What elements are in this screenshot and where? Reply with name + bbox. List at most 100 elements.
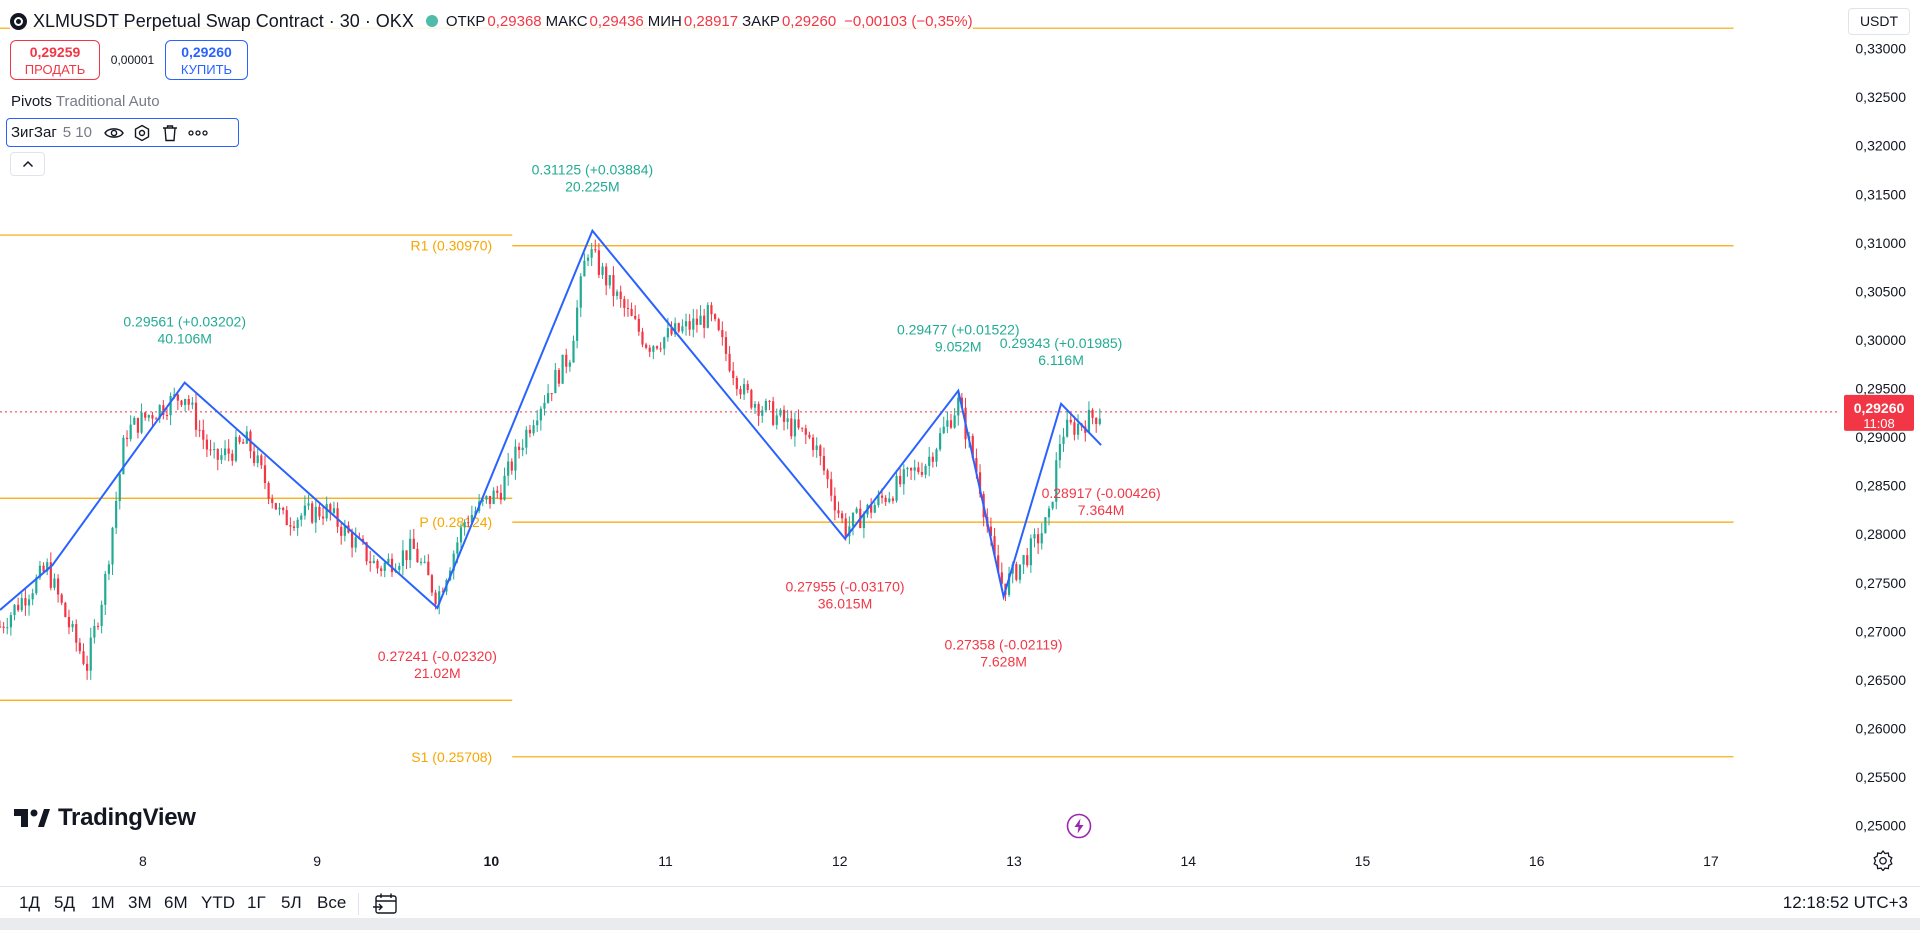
candle-body [314, 506, 317, 523]
symbol-legend: XLMUSDT Perpetual Swap Contract · 30 · O… [10, 8, 973, 34]
candle-body [793, 419, 797, 437]
time-tick-label: 16 [1529, 853, 1545, 869]
candle-body [601, 266, 604, 275]
candle-body [717, 319, 720, 331]
candle-body [78, 642, 81, 652]
buy-button[interactable]: 0,29260 КУПИТЬ [165, 40, 248, 80]
candle-body [808, 434, 811, 438]
candle-body [978, 472, 982, 495]
candle-body [441, 591, 444, 593]
zigzag-lines [0, 228, 1102, 611]
candle-body [615, 291, 619, 296]
range-6m-button[interactable]: 6М [164, 893, 188, 912]
candle-body [1015, 564, 1018, 580]
candle-body [285, 510, 288, 526]
candle-body [125, 437, 129, 440]
candle-body [532, 425, 535, 434]
settings-icon[interactable] [130, 121, 154, 145]
zigzag-labels: 0.29561 (+0.03202)40.106M 0.27241 (-0.023… [123, 162, 1160, 681]
candle-body [608, 275, 611, 286]
candle-body [521, 447, 524, 451]
candle-body [209, 449, 212, 451]
candle-body [517, 446, 521, 451]
candle-body [909, 467, 913, 471]
candle-body [899, 475, 902, 485]
utc-clock[interactable]: 12:18:52 UTC+3 [1782, 893, 1908, 912]
candle-body [6, 627, 9, 629]
range-ytd-button[interactable]: YTD [201, 893, 235, 912]
candle-body [289, 525, 292, 527]
candle-body [409, 538, 412, 561]
candle-body [238, 436, 241, 443]
candle-body [772, 401, 775, 425]
candle-body [1040, 533, 1043, 544]
zigzag-price-label: 0.29477 (+0.01522) [897, 322, 1020, 338]
sell-button[interactable]: 0,29259 ПРОДАТЬ [10, 40, 100, 80]
candle-body [630, 308, 633, 316]
price-tick-label: 0,26000 [1855, 720, 1906, 736]
range-5d-button[interactable]: 5Д [54, 893, 75, 912]
currency-selector[interactable]: USDT [1848, 8, 1910, 35]
pivots-legend[interactable]: Pivots Traditional Auto [11, 93, 160, 110]
candle-body [390, 558, 394, 573]
go-to-date-icon[interactable] [372, 891, 400, 917]
range-all-button[interactable]: Все [317, 893, 347, 912]
candle-body [949, 420, 953, 428]
lightning-icon[interactable] [1066, 813, 1092, 839]
sell-price: 0,29259 [29, 43, 81, 60]
more-icon[interactable] [186, 121, 210, 145]
candles [0, 239, 1101, 680]
candle-body [942, 426, 945, 434]
candle-body [165, 414, 169, 416]
candle-body [216, 449, 219, 460]
candle-body [757, 403, 760, 416]
range-1d-button[interactable]: 1Д [19, 893, 40, 912]
range-1m-button[interactable]: 1М [91, 893, 115, 912]
candle-body [42, 565, 45, 572]
range-1y-button[interactable]: 1Г [247, 893, 266, 912]
candle-body [634, 315, 637, 319]
candle-body [924, 465, 927, 475]
bottom-strip [0, 918, 1920, 930]
candle-body [405, 550, 408, 561]
candle-body [463, 522, 466, 528]
change-value: −0,00103 (−0,35%) [844, 12, 973, 30]
candle-body [282, 507, 285, 511]
candle-body [376, 560, 379, 569]
eye-icon[interactable] [102, 121, 126, 145]
candle-body [205, 439, 208, 450]
candle-body [536, 420, 539, 426]
range-5y-button[interactable]: 5Л [281, 893, 302, 912]
candle-body [822, 456, 826, 471]
collapse-legend-button[interactable] [10, 152, 45, 176]
price-axis-bg [1842, 0, 1920, 886]
chart-settings-icon[interactable] [1872, 849, 1894, 871]
candle-body [957, 397, 960, 416]
candle-body [684, 321, 688, 327]
candle-body [1073, 422, 1076, 435]
candle-body [1069, 419, 1072, 423]
price-axis[interactable]: 0,33000 0,32500 0,32000 0,31500 0,31000 0,305… [1842, 0, 1920, 886]
price-tick-label: 0,29000 [1855, 429, 1906, 445]
candle-body [154, 418, 158, 420]
zigzag-price-label: 0.29343 (+0.01985) [1000, 335, 1123, 351]
candle-body [623, 299, 626, 308]
zigzag-legend[interactable]: ЗигЗаг 5 10 [6, 118, 239, 147]
time-axis[interactable]: 8 9 10 11 12 13 14 15 16 17 [139, 853, 1719, 869]
candle-body [35, 577, 38, 594]
price-tick-label: 0,28000 [1855, 526, 1906, 542]
candle-body [837, 510, 840, 514]
open-label: ОТКР [445, 12, 486, 30]
candle-body [107, 564, 110, 574]
candle-body [27, 599, 31, 606]
candle-body [140, 412, 143, 433]
tradingview-logo[interactable]: TradingView [14, 803, 196, 833]
low-value: 0,28917 [683, 12, 739, 30]
symbol-title[interactable]: XLMUSDT Perpetual Swap Contract · 30 · O… [33, 10, 414, 31]
zigzag-price-label: 0.29561 (+0.03202) [123, 314, 246, 330]
range-3m-button[interactable]: 3М [128, 893, 152, 912]
trash-icon[interactable] [158, 121, 182, 145]
candle-body [115, 501, 118, 528]
candle-body [96, 625, 100, 627]
